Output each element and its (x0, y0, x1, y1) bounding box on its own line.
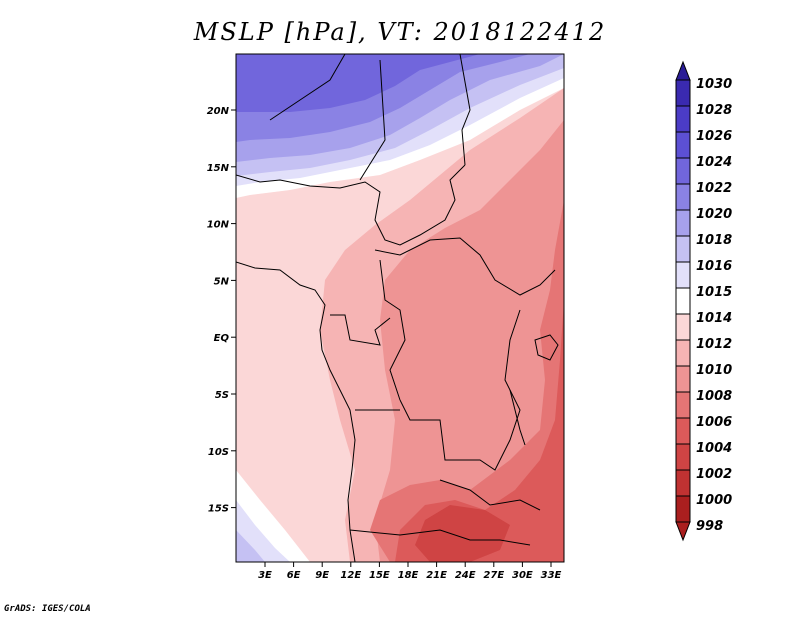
lat-tick-label: EQ (214, 333, 230, 344)
pressure-band-1022 (236, 54, 480, 112)
pressure-band-1002 (415, 505, 510, 562)
colorbar-label: 1002 (696, 467, 732, 482)
lon-tick-label: 18E (398, 570, 419, 581)
lon-tick-label: 21E (426, 570, 447, 581)
colorbar-segment (675, 157, 691, 185)
colorbar-label: 1018 (696, 233, 732, 248)
colorbar-segment (675, 443, 691, 471)
colorbar-segment (675, 131, 691, 159)
lon-tick-label: 33E (541, 570, 562, 581)
colorbar: 1030 1028 1026 1024 1022 1020 1018 1016 1015 1014… (675, 60, 732, 542)
lon-tick-label: 27E (483, 570, 504, 581)
lon-tick-label: 3E (258, 570, 272, 581)
colorbar-label: 1020 (696, 207, 732, 222)
colorbar-label: 1014 (696, 311, 732, 326)
grads-credit: GrADS: IGES/COLA (4, 604, 91, 614)
lat-tick-label: 10S (208, 447, 229, 458)
coastline-west-africa (236, 261, 356, 562)
colorbar-label: 1016 (696, 259, 732, 274)
border-congo (399, 309, 521, 471)
colorbar-segment (675, 287, 691, 315)
country-borders (236, 54, 559, 562)
colorbar-label: 1012 (696, 337, 732, 352)
colorbar-label: 1000 (696, 493, 732, 508)
colorbar-label: 1028 (696, 103, 732, 118)
colorbar-label: 1008 (696, 389, 732, 404)
border-sahel (236, 164, 466, 246)
lake-victoria (534, 334, 559, 361)
lake-tanganyika (509, 389, 526, 446)
map-title: MSLP [hPa], VT: 2018122412 (193, 18, 607, 46)
border-central (330, 237, 556, 401)
pressure-field (236, 54, 564, 562)
lon-tick-label: 9E (315, 570, 329, 581)
lat-tick-label: 5N (214, 276, 230, 287)
lon-tick-label: 30E (512, 570, 533, 581)
lon-tick-label: 24E (455, 570, 476, 581)
map-frame (235, 53, 565, 563)
lon-tick-label: 15E (369, 570, 390, 581)
colorbar-segment (675, 391, 691, 419)
pressure-band-1004 (395, 300, 564, 562)
colorbar-label: 1015 (696, 285, 732, 300)
lat-tick-label: 5S (215, 390, 229, 401)
lat-tick-label: 20N (207, 106, 230, 117)
colorbar-segment (675, 417, 691, 445)
colorbar-segment (675, 105, 691, 133)
border-south (349, 409, 541, 546)
colorbar-label: 1030 (696, 77, 732, 92)
colorbar-segment (675, 339, 691, 367)
pressure-band-1006 (370, 200, 564, 562)
colorbar-label: 998 (696, 519, 723, 534)
colorbar-label: 1010 (696, 363, 732, 378)
colorbar-segment (675, 313, 691, 341)
lon-axis: 3E 6E 9E 12E 15E 18E 21E 24E 27E 30E 33E (258, 562, 562, 581)
lat-tick-label: 15N (207, 163, 230, 174)
colorbar-segment (675, 235, 691, 263)
pressure-band-1008 (375, 120, 564, 562)
colorbar-top-arrow (675, 60, 691, 81)
lat-axis: 20N 15N 10N 5N EQ 5S 10S 15S (207, 106, 236, 515)
lon-tick-label: 6E (287, 570, 301, 581)
lat-tick-label: 10N (207, 220, 230, 231)
lat-tick-label: 15S (208, 504, 229, 515)
colorbar-label: 1022 (696, 181, 732, 196)
border-north (269, 54, 471, 181)
colorbar-segment (675, 79, 691, 107)
colorbar-label: 1026 (696, 129, 732, 144)
colorbar-label: 1024 (696, 155, 732, 170)
colorbar-label: 1006 (696, 415, 732, 430)
lon-tick-label: 12E (340, 570, 361, 581)
colorbar-bottom-arrow (675, 521, 691, 542)
colorbar-segment (675, 183, 691, 211)
colorbar-segment (675, 209, 691, 237)
colorbar-segment (675, 469, 691, 497)
colorbar-segment (675, 365, 691, 393)
colorbar-segment (675, 495, 691, 523)
colorbar-segment (675, 261, 691, 289)
pressure-band-1016-sw (236, 530, 265, 562)
colorbar-label: 1004 (696, 441, 732, 456)
